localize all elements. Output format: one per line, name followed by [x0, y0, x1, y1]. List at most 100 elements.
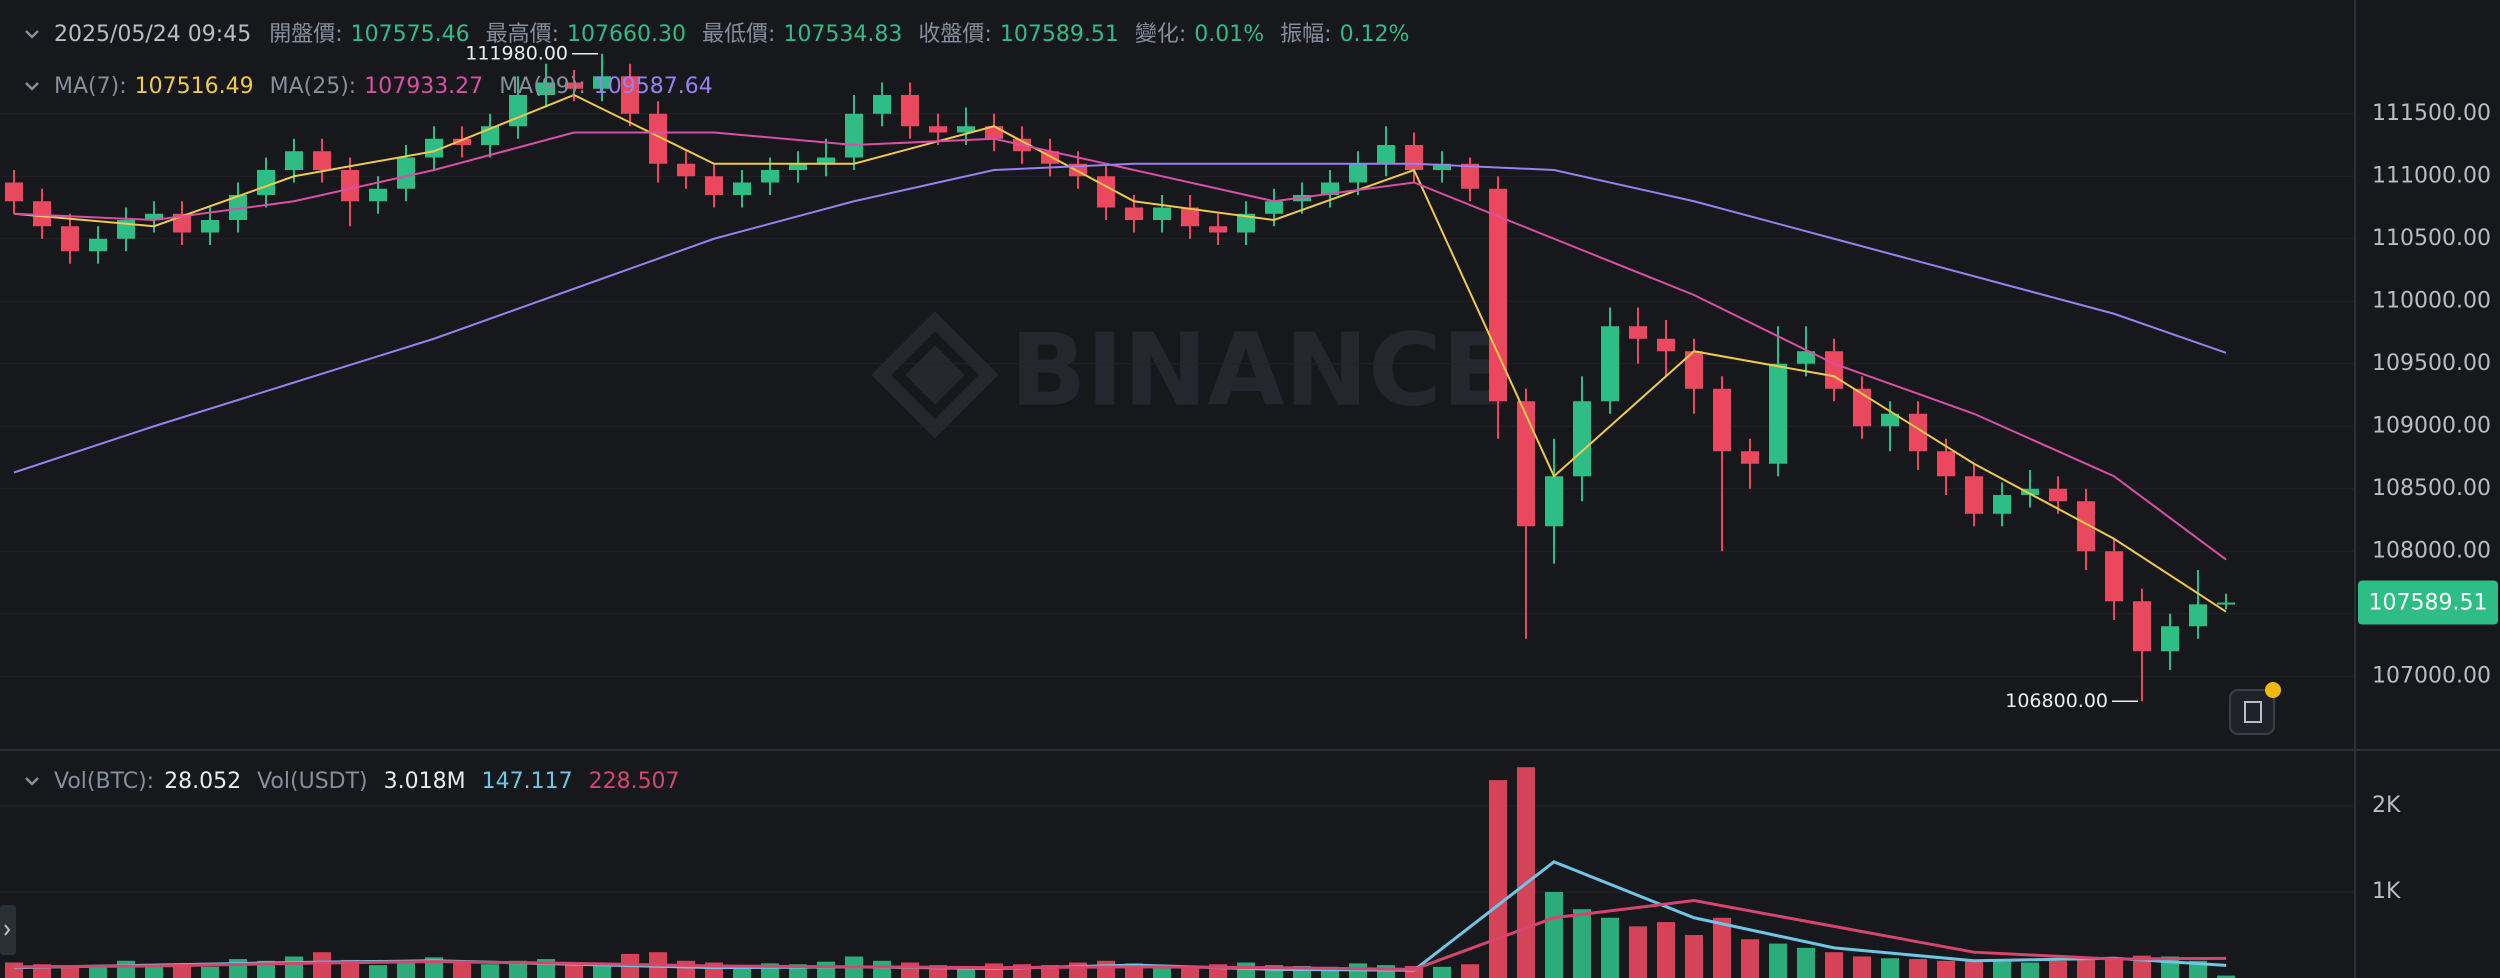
volume-bar: [173, 963, 191, 978]
volume-bar: [565, 963, 583, 978]
candle-body: [229, 195, 247, 220]
y-tick-label: 108500.00: [2372, 476, 2491, 501]
info-value: 0.12%: [1340, 22, 1410, 47]
candle-body: [2133, 601, 2151, 652]
volume-bar: [397, 962, 415, 978]
candle-body: [1825, 351, 1843, 389]
ma-line: [13, 131, 2227, 561]
candle-body: [1237, 213, 1255, 233]
info-value: 107575.46: [351, 22, 470, 47]
candle-body: [397, 157, 415, 189]
annotation-label: 111980.00: [465, 42, 568, 64]
candle-body: [1349, 163, 1367, 183]
volume-bar: [117, 960, 135, 978]
volume-tick-label: 1K: [2372, 879, 2401, 904]
datetime: 2025/05/24 09:45: [54, 22, 251, 47]
candle-body: [33, 201, 51, 227]
alert-button[interactable]: [2229, 682, 2281, 735]
candle-body: [2161, 626, 2179, 652]
side-toggle-icon[interactable]: [4, 924, 11, 936]
volume-bar: [985, 963, 1003, 978]
y-tick-label: 109000.00: [2372, 413, 2491, 438]
candle-body: [1601, 326, 1619, 402]
volume-bar: [1601, 917, 1619, 978]
ma-line: [13, 93, 2227, 613]
candle-body: [929, 126, 947, 133]
candle-body: [1853, 388, 1871, 427]
volume-bar: [1909, 959, 1927, 978]
watermark-text: BINANCE: [1010, 311, 1510, 428]
candle-body: [1965, 476, 1983, 514]
volume-bar: [1853, 956, 1871, 978]
volume-bar: [1517, 767, 1535, 978]
collapse-icon[interactable]: [25, 777, 39, 786]
candle-body: [61, 226, 79, 252]
candle-body: [2105, 551, 2123, 602]
candle-body: [1321, 182, 1339, 195]
volume-bar: [1769, 943, 1787, 978]
candle-body: [2189, 604, 2207, 627]
info-value: 0.01%: [1194, 22, 1264, 47]
candle-body: [1181, 207, 1199, 227]
info-label: 最高價:: [486, 22, 559, 47]
candle-body: [817, 157, 835, 164]
legend-value: 228.507: [589, 769, 680, 794]
volume-bar: [2217, 975, 2235, 978]
candle-body: [1657, 338, 1675, 352]
candle-body: [1377, 145, 1395, 164]
volume-bar: [1937, 960, 1955, 978]
volume-bar: [873, 960, 891, 978]
alert-button-frame[interactable]: [2229, 689, 2275, 735]
legend-value: 107516.49: [135, 74, 254, 99]
volume-bar: [1657, 922, 1675, 978]
candle-body: [145, 213, 163, 220]
volume-bar: [5, 962, 23, 978]
volume-bar: [2105, 958, 2123, 978]
volume-bar: [1629, 926, 1647, 978]
y-tick-label: 109500.00: [2372, 351, 2491, 376]
y-tick-label: 111000.00: [2372, 163, 2491, 188]
candle-body: [453, 138, 471, 145]
candle-body: [761, 170, 779, 183]
volume-bar: [817, 961, 835, 978]
candle-body: [957, 126, 975, 133]
info-label: 收盤價:: [918, 22, 991, 47]
alert-dot: [2265, 682, 2281, 698]
candle-body: [1937, 451, 1955, 477]
info-label: 振幅:: [1280, 22, 1331, 47]
volume-bar: [1965, 959, 1983, 978]
candle-body: [1685, 351, 1703, 389]
volume-bar: [1461, 964, 1479, 978]
candle-body: [1741, 451, 1759, 464]
volume-bar: [89, 965, 107, 978]
legend-value: 107933.27: [364, 74, 483, 99]
candle-body: [1489, 188, 1507, 402]
volume-bar: [677, 960, 695, 978]
volume-bar: [2077, 959, 2095, 978]
candle-body: [2077, 501, 2095, 552]
volume-bar: [1685, 934, 1703, 978]
side-toggle[interactable]: [0, 905, 16, 955]
y-tick-label: 110500.00: [2372, 226, 2491, 251]
candle-body: [1909, 413, 1927, 452]
alert-button-icon[interactable]: [2244, 701, 2262, 723]
volume-bar: [61, 967, 79, 978]
y-tick-label: 111500.00: [2372, 101, 2491, 126]
candle-body: [1769, 363, 1787, 464]
last-price-label: 107589.51: [2369, 591, 2488, 616]
info-label: 變化:: [1135, 22, 1186, 47]
volume-bar: [481, 964, 499, 978]
candle-body: [873, 95, 891, 114]
candle-body: [201, 220, 219, 233]
candle-body: [1629, 326, 1647, 339]
watermark-logo: [871, 311, 999, 439]
volume-bar: [1881, 958, 1899, 978]
candle-body: [1993, 495, 2011, 514]
volume-bar: [1545, 891, 1563, 978]
candle-body: [1209, 226, 1227, 233]
legend-value: 3.018M: [384, 769, 466, 794]
collapse-icon[interactable]: [25, 30, 39, 39]
collapse-icon[interactable]: [25, 82, 39, 91]
volume-bar: [313, 952, 331, 978]
